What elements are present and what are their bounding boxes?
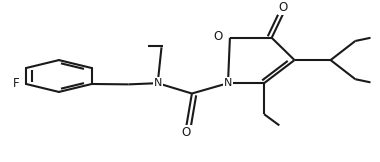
Text: N: N xyxy=(224,78,232,88)
Text: N: N xyxy=(154,78,162,88)
Text: O: O xyxy=(214,30,223,43)
Text: O: O xyxy=(279,1,288,14)
Text: F: F xyxy=(13,77,20,90)
Text: O: O xyxy=(182,126,191,139)
